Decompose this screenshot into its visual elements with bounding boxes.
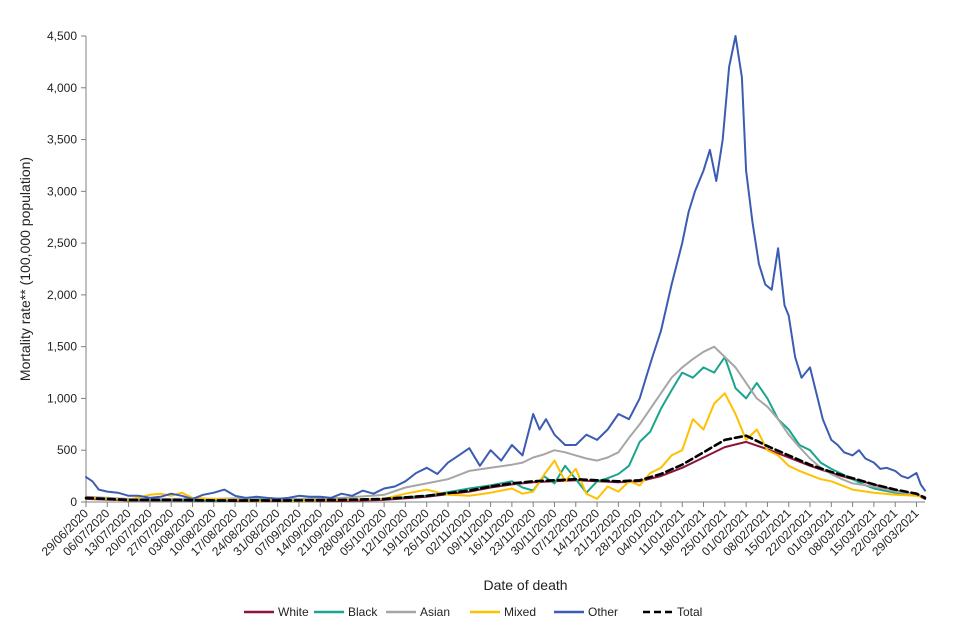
y-tick-label: 4,500 (47, 29, 77, 43)
legend-label-black: Black (348, 605, 378, 619)
legend: White Black Asian Mixed Other Total (244, 605, 702, 619)
y-axis-title: Mortality rate** (100,000 population) (17, 157, 33, 381)
y-tick-label: 4,000 (47, 81, 77, 95)
legend-label-white: White (278, 605, 309, 619)
legend-label-mixed: Mixed (504, 605, 536, 619)
y-axis: 0 500 1,000 1,500 2,000 2,500 3,000 3,500 4,000 4… (47, 29, 87, 509)
y-tick-label: 3,000 (47, 184, 77, 198)
series-line-black (85, 356, 926, 502)
series-line-asian (85, 345, 926, 500)
y-tick-label: 1,000 (47, 391, 77, 405)
x-axis-title: Date of death (483, 577, 567, 593)
y-tick-label: 3,500 (47, 133, 77, 147)
y-tick-label: 1,500 (47, 340, 77, 354)
series-line-other (85, 35, 926, 500)
series-layer (84, 35, 927, 502)
legend-label-asian: Asian (420, 605, 450, 619)
y-tick-label: 0 (70, 495, 77, 509)
y-tick-label: 500 (57, 443, 77, 457)
series-line-total (84, 434, 927, 502)
legend-label-other: Other (588, 605, 618, 619)
legend-label-total: Total (677, 605, 702, 619)
y-tick-label: 2,000 (47, 288, 77, 302)
x-axis: 29/06/202006/07/202013/07/202020/07/2020… (39, 501, 925, 559)
y-tick-label: 2,500 (47, 236, 77, 250)
